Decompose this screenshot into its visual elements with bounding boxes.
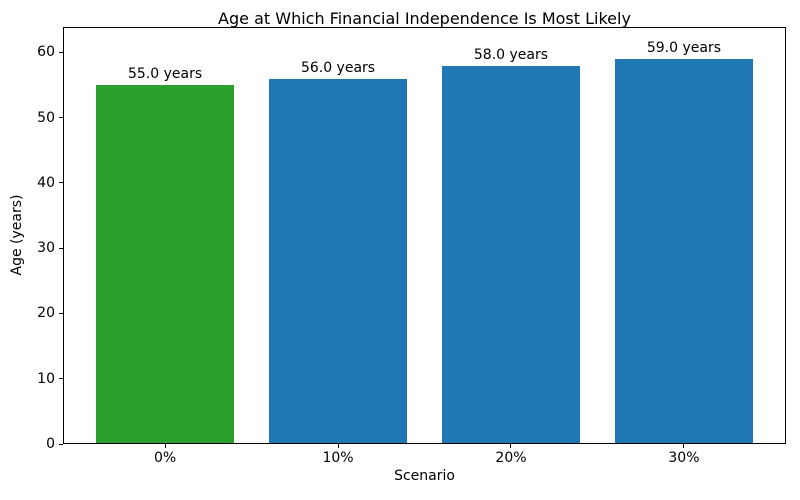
bar-value-label: 59.0 years <box>646 39 722 56</box>
y-tick-mark <box>59 312 63 314</box>
bar-0% <box>95 85 235 443</box>
y-tick-mark <box>59 117 63 119</box>
x-tick-mark <box>337 444 339 448</box>
y-tick-mark <box>59 378 63 380</box>
bar-20% <box>441 65 581 443</box>
x-tick-label: 0% <box>153 450 177 466</box>
y-tick-mark <box>59 182 63 184</box>
y-tick-label: 50 <box>37 109 55 126</box>
y-tick-label: 0 <box>46 436 55 452</box>
x-tick-mark <box>510 444 512 448</box>
x-axis-label: Scenario <box>394 468 455 484</box>
y-tick-label: 30 <box>37 240 55 257</box>
y-tick-mark <box>59 247 63 249</box>
y-tick-label: 60 <box>37 44 55 61</box>
y-tick-label: 40 <box>37 174 55 191</box>
bar-value-label: 56.0 years <box>300 59 376 76</box>
x-tick-label: 20% <box>495 450 527 466</box>
y-tick-mark <box>59 51 63 53</box>
bar-10% <box>268 78 408 443</box>
y-axis-label: Age (years) <box>9 194 25 276</box>
chart-title: Age at Which Financial Independence Is M… <box>218 9 631 28</box>
bar-value-label: 58.0 years <box>473 46 549 63</box>
x-tick-mark <box>683 444 685 448</box>
x-tick-label: 30% <box>668 450 700 466</box>
y-tick-mark <box>59 443 63 445</box>
x-tick-label: 10% <box>322 450 354 466</box>
y-tick-label: 20 <box>37 305 55 322</box>
bar-value-label: 55.0 years <box>127 66 203 83</box>
y-tick-label: 10 <box>37 370 55 387</box>
bar-30% <box>614 58 754 443</box>
x-tick-mark <box>164 444 166 448</box>
